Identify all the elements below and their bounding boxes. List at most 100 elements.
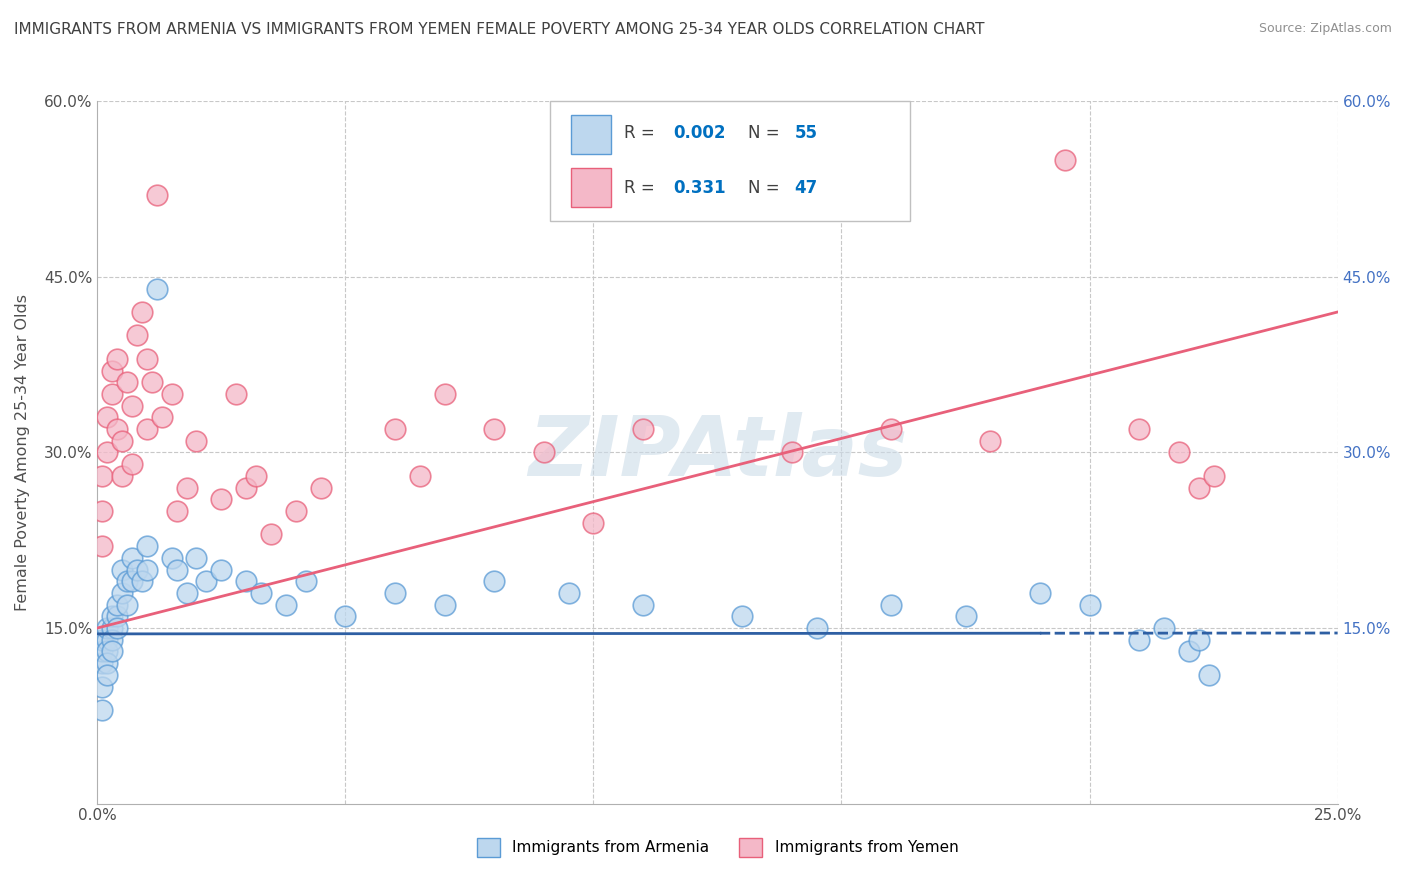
Point	[131, 574, 153, 589]
Point	[125, 562, 148, 576]
Text: 55: 55	[794, 124, 817, 142]
Point	[335, 609, 357, 624]
Point	[96, 410, 118, 425]
Point	[166, 562, 188, 576]
Point	[1178, 644, 1201, 658]
FancyBboxPatch shape	[571, 115, 610, 154]
Point	[135, 539, 157, 553]
FancyBboxPatch shape	[571, 168, 610, 207]
Point	[209, 562, 232, 576]
Point	[115, 598, 138, 612]
Point	[1188, 632, 1211, 647]
Point	[186, 550, 208, 565]
Point	[384, 586, 406, 600]
Point	[135, 562, 157, 576]
Point	[195, 574, 218, 589]
Text: ZIPAtlas: ZIPAtlas	[527, 412, 907, 493]
Point	[409, 468, 432, 483]
Point	[115, 574, 138, 589]
Point	[731, 609, 754, 624]
Point	[582, 516, 605, 530]
Point	[806, 621, 828, 635]
Point	[91, 468, 114, 483]
Point	[111, 434, 134, 448]
Point	[260, 527, 283, 541]
Point	[105, 609, 128, 624]
Point	[101, 363, 124, 377]
Point	[1128, 632, 1150, 647]
Point	[105, 351, 128, 366]
Point	[433, 387, 456, 401]
Legend: Immigrants from Armenia, Immigrants from Yemen: Immigrants from Armenia, Immigrants from…	[471, 832, 965, 863]
Point	[125, 328, 148, 343]
Point	[96, 656, 118, 670]
Point	[250, 586, 273, 600]
Point	[96, 445, 118, 459]
Point	[1053, 153, 1076, 167]
Point	[135, 351, 157, 366]
Point	[1078, 598, 1101, 612]
Point	[96, 668, 118, 682]
Point	[150, 410, 173, 425]
Point	[166, 504, 188, 518]
Point	[186, 434, 208, 448]
Point	[101, 644, 124, 658]
Point	[384, 422, 406, 436]
FancyBboxPatch shape	[550, 102, 910, 220]
Point	[91, 656, 114, 670]
Point	[979, 434, 1001, 448]
Point	[96, 632, 118, 647]
Point	[482, 574, 505, 589]
Point	[131, 305, 153, 319]
Point	[176, 586, 198, 600]
Point	[533, 445, 555, 459]
Point	[115, 375, 138, 389]
Point	[631, 598, 654, 612]
Point	[111, 562, 134, 576]
Point	[101, 609, 124, 624]
Point	[105, 422, 128, 436]
Point	[1167, 445, 1189, 459]
Text: N =: N =	[748, 178, 786, 196]
Point	[176, 481, 198, 495]
Point	[121, 457, 143, 471]
Point	[235, 574, 257, 589]
Point	[121, 550, 143, 565]
Point	[274, 598, 297, 612]
Point	[284, 504, 307, 518]
Text: 0.331: 0.331	[673, 178, 725, 196]
Point	[557, 586, 579, 600]
Point	[111, 468, 134, 483]
Point	[105, 598, 128, 612]
Point	[1202, 468, 1225, 483]
Point	[225, 387, 247, 401]
Point	[101, 632, 124, 647]
Point	[160, 387, 183, 401]
Point	[1188, 481, 1211, 495]
Point	[433, 598, 456, 612]
Point	[91, 504, 114, 518]
Point	[91, 539, 114, 553]
Point	[105, 621, 128, 635]
Text: R =: R =	[624, 124, 661, 142]
Text: N =: N =	[748, 124, 786, 142]
Point	[1198, 668, 1220, 682]
Point	[121, 399, 143, 413]
Point	[780, 445, 803, 459]
Point	[121, 574, 143, 589]
Point	[101, 387, 124, 401]
Point	[146, 188, 169, 202]
Point	[146, 282, 169, 296]
Point	[880, 598, 903, 612]
Text: IMMIGRANTS FROM ARMENIA VS IMMIGRANTS FROM YEMEN FEMALE POVERTY AMONG 25-34 YEAR: IMMIGRANTS FROM ARMENIA VS IMMIGRANTS FR…	[14, 22, 984, 37]
Point	[111, 586, 134, 600]
Point	[209, 492, 232, 507]
Point	[91, 703, 114, 717]
Point	[91, 632, 114, 647]
Point	[631, 422, 654, 436]
Point	[135, 422, 157, 436]
Point	[141, 375, 163, 389]
Text: 0.002: 0.002	[673, 124, 725, 142]
Point	[294, 574, 316, 589]
Point	[1128, 422, 1150, 436]
